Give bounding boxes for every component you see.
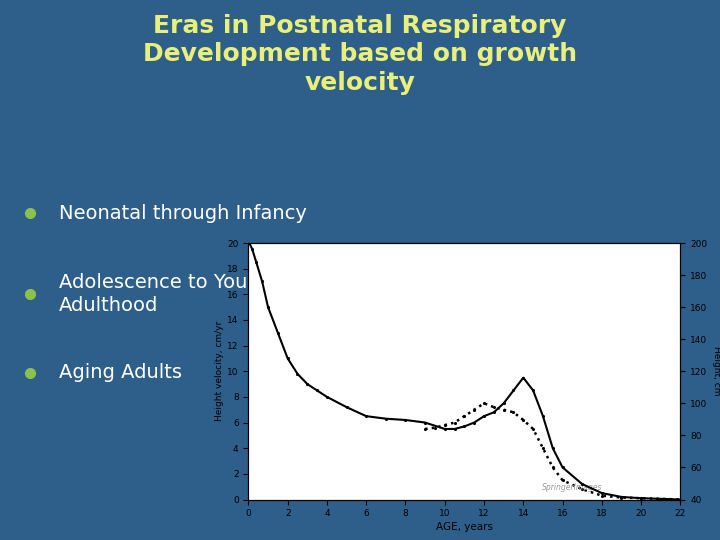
Text: Adolescence to Young
Adulthood: Adolescence to Young Adulthood	[59, 273, 272, 315]
Y-axis label: Height, cm: Height, cm	[712, 347, 720, 396]
Text: Eras in Postnatal Respiratory
Development based on growth
velocity: Eras in Postnatal Respiratory Developmen…	[143, 14, 577, 95]
X-axis label: AGE, years: AGE, years	[436, 522, 493, 532]
Y-axis label: Height velocity, cm/yr: Height velocity, cm/yr	[215, 321, 225, 421]
Text: Aging Adults: Aging Adults	[59, 363, 182, 382]
Text: SpringerImages: SpringerImages	[542, 483, 603, 492]
Text: Neonatal through Infancy: Neonatal through Infancy	[59, 204, 307, 223]
